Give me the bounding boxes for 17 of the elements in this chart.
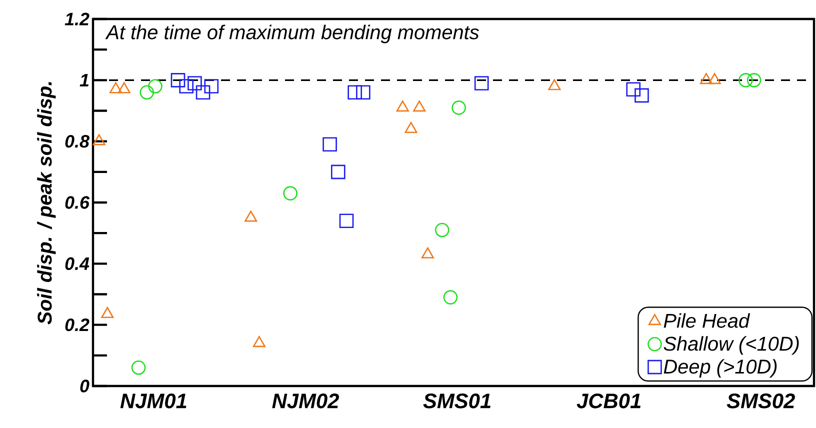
annotation: At the time of maximum bending moments [105,24,479,44]
legend-label: Pile Head [664,313,750,328]
y-tick-label: 0.2 [65,318,90,332]
y-tick-label: 0.8 [65,134,90,148]
x-tick-label: SMS01 [423,394,490,408]
legend-label: Deep (>10D) [664,359,777,378]
x-tick-label: SMS02 [726,394,795,408]
x-tick-label: NJM01 [120,394,186,408]
y-tick-label: 1.2 [64,12,90,26]
y-tick-label: 1 [80,74,89,86]
y-tick-label: 0.6 [65,196,90,209]
y-tick-label: 0 [80,380,90,392]
x-tick-label: JCB01 [576,394,641,408]
y-axis-title: Soil disp. / peak soil disp. [37,82,56,324]
y-tick-label: 0.4 [65,257,90,270]
legend-label: Shallow (<10D) [664,336,799,355]
x-tick-label: NJM02 [272,394,340,408]
